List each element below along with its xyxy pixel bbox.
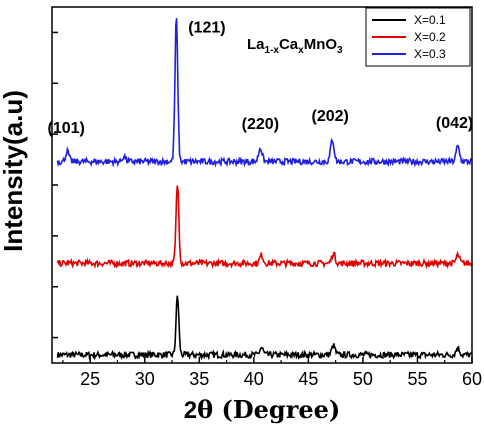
peak-annotation: (042)	[436, 115, 473, 132]
legend: X=0.1 X=0.2 X=0.3	[365, 7, 471, 67]
x-axis-title: 2θ (Degree)	[184, 395, 341, 424]
series-line-2	[56, 185, 473, 270]
peak-annotation: (121)	[188, 19, 225, 36]
peak-annotation: (220)	[242, 116, 279, 133]
peak-annotation: (101)	[48, 120, 85, 137]
x-tick-label: 30	[135, 369, 155, 389]
y-axis-title: Intensity(a.u)	[0, 90, 28, 252]
series-line-1	[56, 295, 472, 361]
x-tick-label: 40	[244, 369, 264, 389]
x-tick-label: 55	[407, 369, 427, 389]
plot-area: 25 30 35 40 45 50 55 60 (101) (121) (220) (202) (042…	[48, 6, 482, 389]
x-tick-label: 50	[353, 369, 373, 389]
compound-formula: La1-xCaxMnO3	[247, 36, 343, 56]
x-tick-label: 35	[189, 369, 209, 389]
legend-label: X=0.3	[414, 47, 446, 61]
x-tick-label: 25	[80, 369, 100, 389]
peak-annotation: (202)	[312, 108, 349, 125]
x-tick-label: 45	[298, 369, 318, 389]
legend-label: X=0.2	[414, 30, 446, 44]
series-line-3	[56, 18, 472, 168]
legend-label: X=0.1	[414, 13, 446, 27]
x-tick-label: 60	[462, 369, 482, 389]
